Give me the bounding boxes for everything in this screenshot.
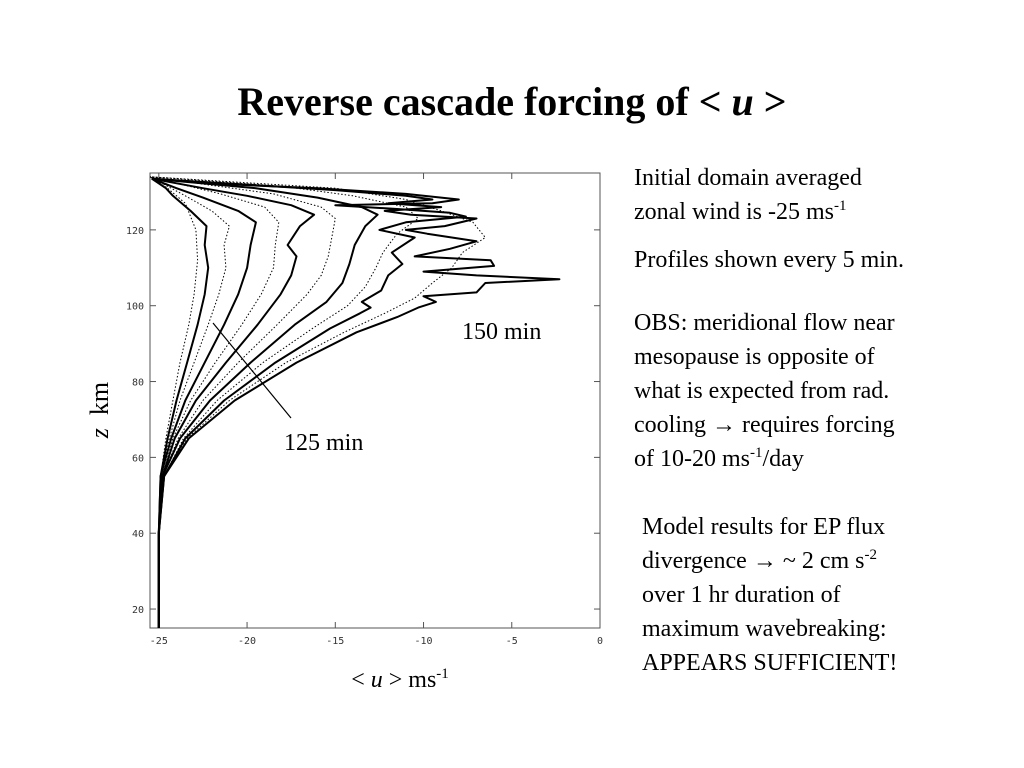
note-model: Model results for EP flux divergence → ~… bbox=[642, 510, 897, 680]
x-tick-label: 0 bbox=[597, 636, 603, 647]
note-profiles-line: Profiles shown every 5 min. bbox=[634, 247, 904, 273]
note-obs-cooling: cooling bbox=[634, 412, 706, 438]
note-model-sup: -2 bbox=[864, 547, 878, 563]
note-obs-day: /day bbox=[762, 446, 804, 472]
y-tick-label: 120 bbox=[126, 226, 144, 237]
y-tick-label: 100 bbox=[126, 302, 144, 313]
x-axis-pre: < bbox=[351, 667, 365, 693]
x-tick-label: -20 bbox=[238, 636, 256, 647]
slide-title: Reverse cascade forcing of < u > bbox=[0, 78, 1024, 125]
profile-line-10 bbox=[149, 176, 486, 628]
profile-line-3 bbox=[151, 177, 257, 628]
note-profiles: Profiles shown every 5 min. bbox=[634, 243, 904, 277]
note-model-divergence: divergence bbox=[642, 548, 747, 574]
profile-line-11 bbox=[151, 177, 561, 628]
plot-frame bbox=[149, 172, 601, 629]
series-group bbox=[149, 176, 561, 628]
arrow-right-icon: → bbox=[712, 412, 736, 438]
note-initial-text: zonal wind is -25 ms bbox=[634, 199, 834, 225]
x-tick-label: -25 bbox=[150, 636, 168, 647]
x-axis-post: > ms bbox=[388, 667, 437, 693]
annotation-150: 150 min bbox=[462, 319, 541, 345]
profile-line-9 bbox=[151, 177, 467, 628]
note-initial-sup: -1 bbox=[833, 198, 847, 214]
y-axis-label: z km bbox=[70, 380, 130, 440]
note-obs-line3: what is expected from rad. bbox=[634, 378, 890, 404]
profile-line-2 bbox=[149, 176, 230, 628]
note-model-line3: over 1 hr duration of bbox=[642, 582, 841, 608]
y-tick-label: 80 bbox=[132, 378, 144, 389]
x-axis-var: u bbox=[370, 667, 383, 693]
note-obs-sup: -1 bbox=[750, 445, 763, 461]
note-obs: OBS: meridional flow near mesopause is o… bbox=[634, 306, 895, 476]
note-obs-range: of 10-20 ms bbox=[634, 446, 750, 472]
x-axis-label: < u > ms-1 bbox=[300, 666, 500, 694]
profile-line-5 bbox=[151, 177, 316, 628]
leader-line-125 bbox=[212, 322, 292, 419]
profile-line-6 bbox=[149, 176, 336, 628]
note-initial-line1: Initial domain averaged bbox=[634, 165, 862, 191]
note-obs-line2: mesopause is opposite of bbox=[634, 344, 875, 370]
note-initial: Initial domain averaged zonal wind is -2… bbox=[634, 161, 862, 229]
x-tick-label: -10 bbox=[414, 636, 432, 647]
note-model-line4: maximum wavebreaking: bbox=[642, 616, 887, 642]
profile-line-1 bbox=[151, 177, 210, 628]
y-axis-unit: km bbox=[85, 381, 114, 416]
y-axis-var: z bbox=[85, 428, 114, 439]
note-model-value: ~ 2 cm s bbox=[782, 548, 865, 574]
profile-line-7 bbox=[151, 177, 379, 628]
x-axis-sup: -1 bbox=[436, 666, 449, 682]
note-model-line2: divergence → ~ 2 cm s-2 bbox=[642, 544, 897, 578]
title-var: u bbox=[731, 79, 754, 124]
note-obs-requires: requires forcing bbox=[742, 412, 895, 438]
axis-ticks: -25 -20 -15 -10 -5 0 20 40 60 80 100 120 bbox=[126, 173, 603, 647]
note-model-line1: Model results for EP flux bbox=[642, 514, 886, 540]
y-tick-label: 20 bbox=[132, 605, 144, 616]
y-tick-label: 60 bbox=[132, 453, 144, 464]
note-obs-line1: OBS: meridional flow near bbox=[634, 310, 895, 336]
title-main: Reverse cascade forcing of < bbox=[237, 79, 722, 124]
profile-line-0 bbox=[149, 176, 199, 628]
note-obs-line5: of 10-20 ms-1/day bbox=[634, 442, 895, 476]
profile-line-4 bbox=[149, 176, 280, 628]
x-tick-label: -15 bbox=[326, 636, 344, 647]
title-end: > bbox=[763, 79, 787, 124]
note-initial-line2: zonal wind is -25 ms-1 bbox=[634, 195, 862, 229]
note-model-line5: APPEARS SUFFICIENT! bbox=[642, 650, 898, 676]
arrow-right-icon-2: → bbox=[752, 548, 777, 574]
annotation-125: 125 min bbox=[284, 430, 363, 456]
note-obs-line4: cooling → requires forcing bbox=[634, 408, 895, 442]
x-tick-label: -5 bbox=[506, 636, 518, 647]
y-tick-label: 40 bbox=[132, 529, 144, 540]
